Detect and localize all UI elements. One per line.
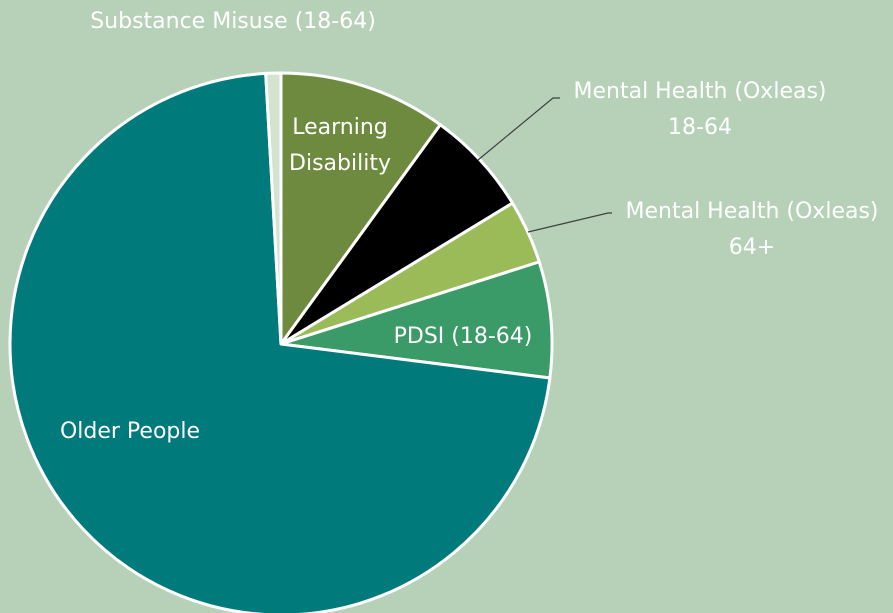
pie-slice (279, 71, 442, 346)
leader-line (477, 97, 560, 161)
slice-label: Learning Disability (289, 115, 391, 176)
leader-line (527, 212, 612, 233)
slice-label: Mental Health (Oxleas) 64+ (625, 199, 879, 260)
pie-slice (279, 260, 554, 380)
slice-label: Older People (59, 419, 201, 444)
slice-label: Substance Misuse (18-64) (90, 9, 376, 34)
slice-label: Mental Health (Oxleas) 18-64 (573, 79, 827, 140)
pie-slice (264, 71, 283, 346)
slice-label: PDSI (18-64) (393, 324, 533, 349)
